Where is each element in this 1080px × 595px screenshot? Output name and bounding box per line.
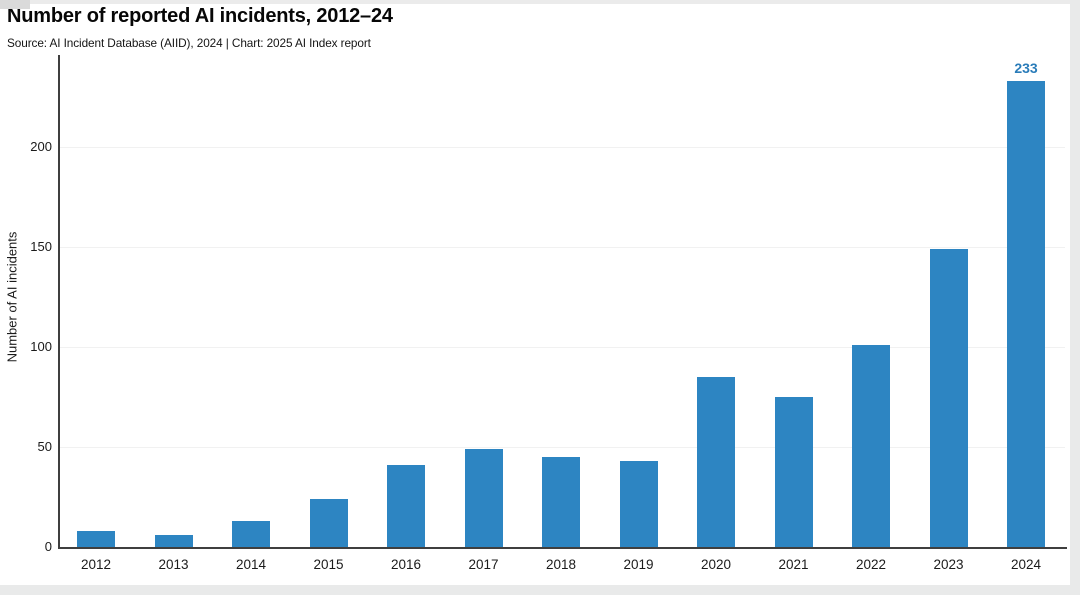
y-tick-label: 100 — [30, 339, 52, 354]
x-tick-label-2024: 2024 — [1010, 557, 1042, 572]
bar-2015 — [309, 499, 348, 547]
y-tick-label: 0 — [44, 539, 52, 554]
bar-2013 — [154, 535, 193, 547]
x-tick-label-2013: 2013 — [158, 557, 189, 572]
gridline-100 — [60, 347, 1065, 348]
x-tick-label-2012: 2012 — [80, 557, 112, 572]
page-edge-bottom — [0, 585, 1080, 595]
bar-2022 — [852, 345, 890, 547]
x-tick-label-2022: 2022 — [855, 557, 887, 572]
plot-area-axes — [58, 55, 1067, 549]
page-edge-top-left — [0, 0, 30, 9]
bar-2021 — [774, 397, 813, 547]
x-tick-label-2015: 2015 — [313, 557, 344, 572]
y-tick-label: 50 — [37, 439, 52, 454]
bar-2017 — [464, 449, 503, 547]
gridline-150 — [60, 247, 1065, 248]
x-tick-label-2014: 2014 — [235, 557, 267, 572]
bar-2014 — [232, 521, 270, 547]
page-edge-right — [1070, 0, 1080, 595]
bar-2023 — [929, 249, 968, 547]
chart-title: Number of reported AI incidents, 2012–24 — [7, 5, 393, 27]
y-tick-label: 150 — [30, 239, 52, 254]
bar-value-label-2024: 233 — [1014, 60, 1038, 76]
x-tick-label-2019: 2019 — [623, 557, 654, 572]
chart-source: Source: AI Incident Database (AIID), 202… — [7, 36, 371, 50]
bar-2019 — [619, 461, 658, 547]
x-tick-label-2023: 2023 — [933, 557, 964, 572]
x-tick-label-2021: 2021 — [778, 557, 809, 572]
x-tick-label-2017: 2017 — [468, 557, 499, 572]
bar-2018 — [542, 457, 580, 547]
gridline-50 — [60, 447, 1065, 448]
x-tick-label-2020: 2020 — [700, 557, 732, 572]
bar-2024 — [1007, 81, 1045, 547]
page-edge-top — [0, 0, 1080, 4]
x-tick-label-2016: 2016 — [390, 557, 422, 572]
bar-2016 — [387, 465, 425, 547]
bar-2012 — [77, 531, 115, 547]
bar-2020 — [697, 377, 735, 547]
gridline-200 — [60, 147, 1065, 148]
y-tick-label: 200 — [30, 139, 52, 154]
x-tick-label-2018: 2018 — [545, 557, 577, 572]
